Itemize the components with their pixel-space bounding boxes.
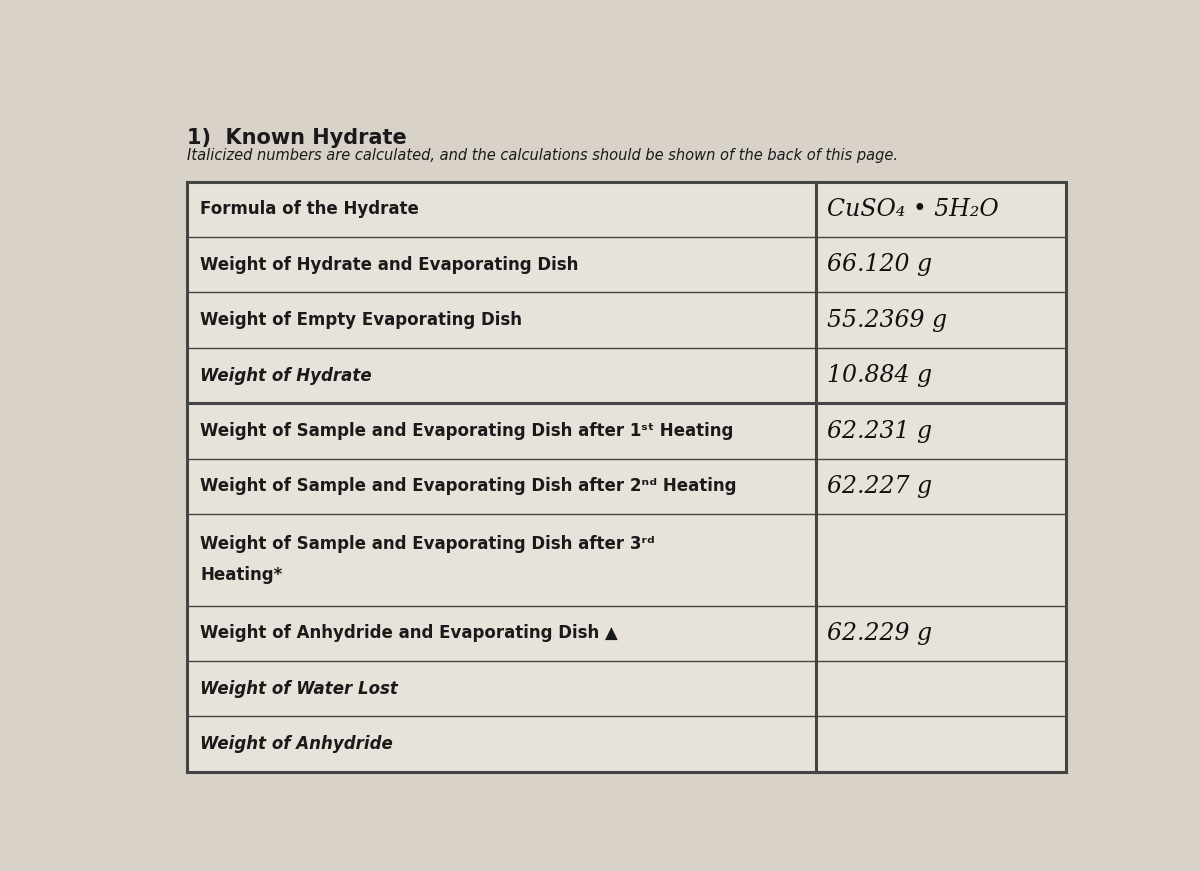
Text: 62.231 g: 62.231 g: [827, 420, 932, 442]
Text: 62.227 g: 62.227 g: [827, 475, 932, 498]
Text: 10.884 g: 10.884 g: [827, 364, 932, 387]
Bar: [187, 182, 1066, 772]
Text: Weight of Water Lost: Weight of Water Lost: [200, 679, 398, 698]
Text: 66.120 g: 66.120 g: [827, 253, 932, 276]
Text: Weight of Hydrate and Evaporating Dish: Weight of Hydrate and Evaporating Dish: [200, 256, 578, 273]
Text: Weight of Anhydride: Weight of Anhydride: [200, 735, 392, 753]
Text: 1)  Known Hydrate: 1) Known Hydrate: [187, 128, 407, 148]
Text: 62.229 g: 62.229 g: [827, 622, 932, 645]
Text: 55.2369 g: 55.2369 g: [827, 308, 947, 332]
Text: Heating*: Heating*: [200, 566, 282, 584]
Text: Italicized numbers are calculated, and the calculations should be shown of the b: Italicized numbers are calculated, and t…: [187, 148, 898, 163]
Text: CuSO₄ • 5H₂O: CuSO₄ • 5H₂O: [827, 198, 998, 221]
Text: Weight of Hydrate: Weight of Hydrate: [200, 367, 372, 385]
Text: Weight of Sample and Evaporating Dish after 3ʳᵈ: Weight of Sample and Evaporating Dish af…: [200, 536, 655, 553]
Text: Weight of Sample and Evaporating Dish after 1ˢᵗ Heating: Weight of Sample and Evaporating Dish af…: [200, 422, 733, 440]
Text: Weight of Sample and Evaporating Dish after 2ⁿᵈ Heating: Weight of Sample and Evaporating Dish af…: [200, 477, 737, 496]
Text: Weight of Empty Evaporating Dish: Weight of Empty Evaporating Dish: [200, 311, 522, 329]
Text: Weight of Anhydride and Evaporating Dish ▲: Weight of Anhydride and Evaporating Dish…: [200, 625, 618, 642]
Text: Formula of the Hydrate: Formula of the Hydrate: [200, 200, 419, 219]
